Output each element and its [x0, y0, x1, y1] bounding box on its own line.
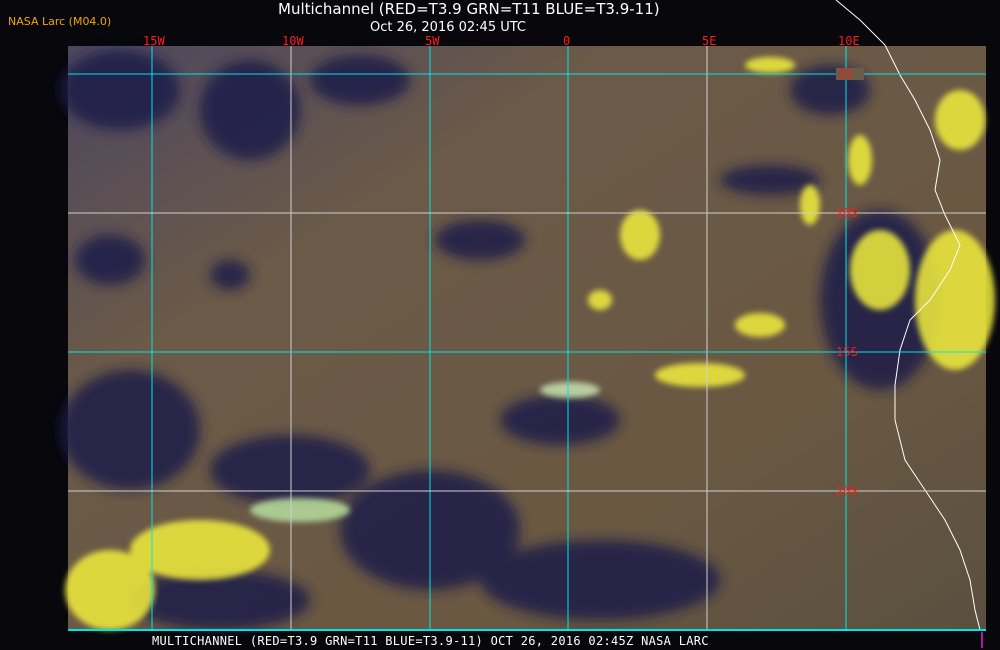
lon-label-0: 0: [563, 34, 570, 48]
image-title: Multichannel (RED=T3.9 GRN=T11 BLUE=T3.9…: [278, 0, 660, 18]
grid-labels: 15W 10W 5W 0 5E 10E 5S 10S 15S 20S: [143, 34, 864, 498]
lon-label-15w: 15W: [143, 34, 165, 48]
lat-label-10s: 10S: [836, 206, 858, 220]
lat-label-20s: 20S: [836, 484, 858, 498]
image-timestamp: Oct 26, 2016 02:45 UTC: [370, 20, 526, 35]
lon-label-10w: 10W: [282, 34, 304, 48]
lon-label-5w: 5W: [425, 34, 440, 48]
coastline: [835, 0, 981, 631]
satellite-imagery: [60, 46, 995, 630]
lon-label-5e: 5E: [702, 34, 716, 48]
footer-caption: MULTICHANNEL (RED=T3.9 GRN=T11 BLUE=T3.9…: [152, 634, 709, 648]
graticule: [68, 46, 986, 631]
lat-label-15s: 15S: [836, 345, 858, 359]
lon-label-10e: 10E: [838, 34, 860, 48]
lat-label-5s: 5S: [838, 67, 852, 81]
credit-label: NASA Larc (M04.0): [8, 15, 112, 28]
